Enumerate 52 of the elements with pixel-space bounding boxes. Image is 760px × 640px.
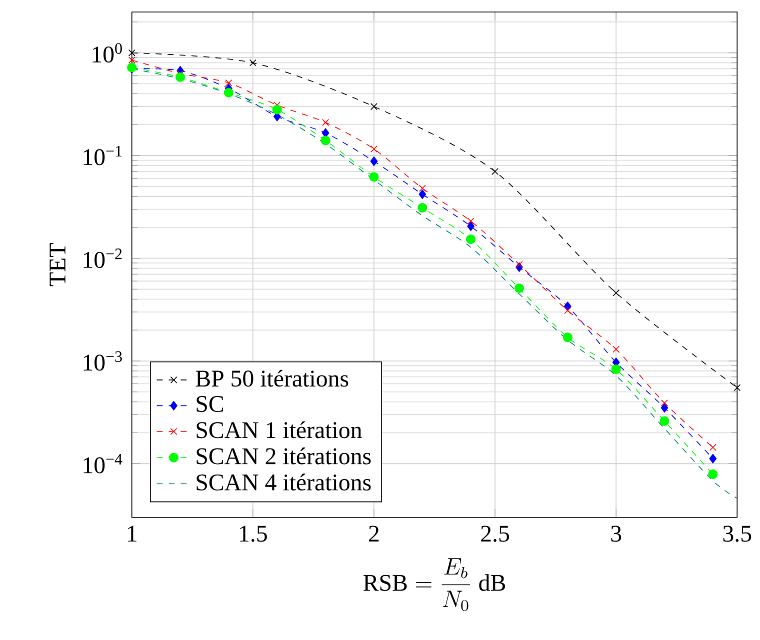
legend-label: SCAN 2 itérations bbox=[196, 447, 371, 464]
point bbox=[708, 469, 718, 479]
point bbox=[612, 289, 620, 296]
x-axis-title: $\mathrm{RSB}=\frac{E_b}{N_0}\ \mathrm{dB}$ bbox=[363, 558, 506, 611]
point bbox=[369, 172, 379, 182]
y-axis-title: TET bbox=[50, 243, 66, 286]
point bbox=[562, 332, 572, 342]
point bbox=[320, 136, 330, 146]
point bbox=[370, 102, 378, 110]
point bbox=[467, 221, 474, 231]
point bbox=[418, 189, 426, 199]
point bbox=[734, 384, 741, 392]
point bbox=[128, 49, 136, 56]
x-tick-label: 1 bbox=[128, 526, 136, 542]
point bbox=[660, 402, 668, 412]
point bbox=[466, 234, 476, 244]
point bbox=[661, 399, 668, 406]
y-tick-label: 10$^{−1}$ bbox=[84, 146, 122, 166]
point bbox=[418, 202, 428, 212]
point bbox=[709, 444, 716, 451]
point bbox=[612, 346, 620, 353]
point bbox=[128, 56, 136, 64]
point bbox=[418, 184, 426, 192]
point bbox=[272, 104, 282, 114]
x-tick-label: 1.5 bbox=[240, 526, 267, 542]
point bbox=[514, 283, 524, 293]
legend-label: SCAN 1 itération bbox=[196, 421, 362, 438]
point bbox=[516, 260, 523, 268]
x-tick-label: 3 bbox=[611, 526, 622, 542]
point bbox=[225, 79, 232, 86]
point bbox=[492, 168, 499, 175]
point bbox=[224, 88, 234, 98]
point bbox=[467, 218, 474, 225]
y-tick-label: 10$^{−4}$ bbox=[84, 454, 122, 474]
point bbox=[249, 59, 256, 66]
y-tick-label: 10$^{−3}$ bbox=[84, 351, 122, 371]
point bbox=[709, 454, 717, 464]
point bbox=[370, 145, 378, 152]
legend-label: SCAN 4 itérations bbox=[196, 474, 371, 490]
legend-label: SC bbox=[196, 396, 224, 412]
point bbox=[322, 118, 330, 126]
x-tick-label: 3.5 bbox=[723, 526, 752, 542]
point bbox=[660, 416, 670, 426]
point bbox=[564, 306, 572, 314]
legend-label: BP 50 itérations bbox=[196, 370, 348, 387]
point bbox=[175, 72, 186, 82]
y-tick-label: 10$^{−2}$ bbox=[84, 248, 122, 268]
point bbox=[370, 156, 378, 166]
y-tick-label: 10$^{0}$ bbox=[92, 43, 122, 62]
x-tick-label: 2.5 bbox=[481, 526, 510, 542]
x-tick-label: 2 bbox=[369, 526, 379, 542]
point bbox=[611, 364, 621, 374]
